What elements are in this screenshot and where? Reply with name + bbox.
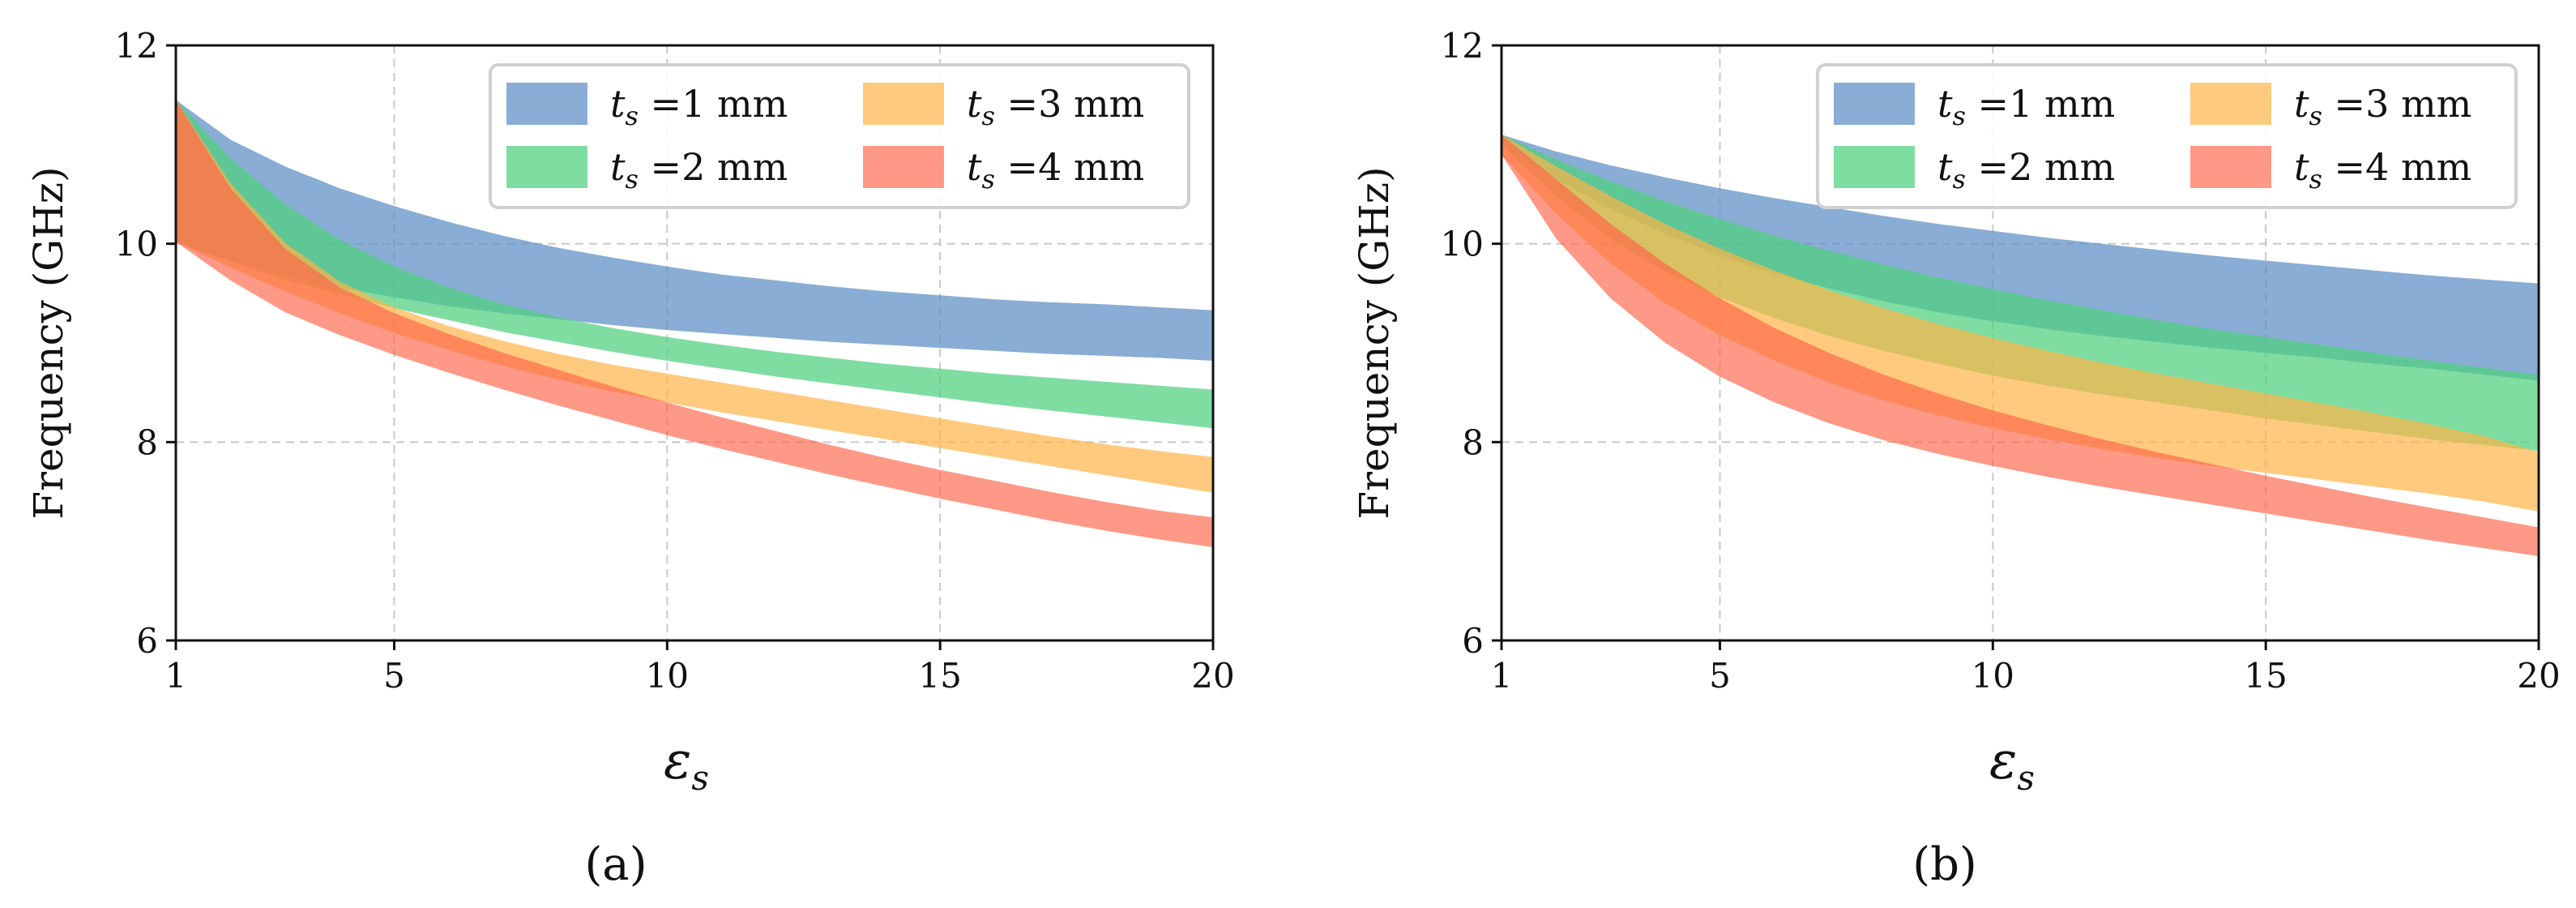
- legend-sub: s: [1953, 101, 1966, 131]
- legend-label-3: ts =3 mm: [967, 82, 1144, 131]
- legend-sub: s: [626, 164, 639, 195]
- series-band-2: [1502, 135, 2539, 452]
- legend-var: t: [2294, 145, 2309, 189]
- y-axis-label: Frequency (GHz): [25, 166, 72, 519]
- legend-swatch-4: [863, 146, 944, 188]
- x-tick-label-1: 5: [1709, 656, 1731, 696]
- legend-label-4: ts =4 mm: [2294, 145, 2471, 195]
- legend-swatch-2: [1834, 146, 1915, 188]
- legend-var: t: [1937, 82, 1953, 126]
- legend-sub: s: [1953, 164, 1966, 195]
- series-band-3: [176, 100, 1213, 493]
- legend-label-2: ts =2 mm: [610, 145, 788, 195]
- y-tick-label-3: 12: [1441, 26, 1484, 66]
- legend-sub: s: [2309, 101, 2322, 131]
- x-axis-subscript: s: [691, 758, 709, 798]
- x-tick-label-4: 20: [1191, 656, 1234, 696]
- y-axis-label: Frequency (GHz): [1351, 166, 1398, 519]
- y-tick-label-2: 10: [1441, 225, 1484, 264]
- y-tick-label-0: 6: [1462, 621, 1484, 661]
- y-tick-label-2: 10: [115, 225, 158, 264]
- y-tick-label-1: 8: [1462, 422, 1484, 462]
- series-band-3: [1502, 135, 2539, 512]
- plot-frame: [1500, 44, 2540, 642]
- x-axis-label: εs: [664, 731, 709, 798]
- x-tick-label-4: 20: [2517, 656, 2560, 696]
- legend-label-2: ts =2 mm: [1937, 145, 2115, 195]
- legend-var: t: [967, 82, 982, 126]
- legend-var: t: [610, 145, 626, 189]
- legend-label-3: ts =3 mm: [2294, 82, 2471, 131]
- legend-swatch-1: [1834, 83, 1915, 125]
- legend-value: =4 mm: [995, 145, 1144, 189]
- legend-var: t: [2294, 82, 2309, 126]
- x-axis-symbol: ε: [664, 731, 691, 791]
- legend-value: =2 mm: [1966, 145, 2115, 189]
- legend-sub: s: [982, 164, 995, 195]
- legend-swatch-4: [2190, 146, 2271, 188]
- legend-label-4: ts =4 mm: [967, 145, 1144, 195]
- legend-label-1: ts =1 mm: [610, 82, 788, 131]
- x-axis-subscript: s: [2017, 758, 2035, 798]
- legend-value: =1 mm: [1966, 82, 2115, 126]
- panel-caption: (a): [584, 838, 647, 891]
- legend-swatch-2: [506, 146, 587, 188]
- legend-value: =2 mm: [639, 145, 788, 189]
- x-tick-label-0: 1: [165, 656, 187, 696]
- legend-value: =3 mm: [995, 82, 1144, 126]
- legend-box: [489, 63, 1190, 209]
- y-tick-label-3: 12: [115, 26, 158, 66]
- x-axis-label: εs: [1989, 731, 2035, 798]
- legend-swatch-3: [863, 83, 944, 125]
- x-tick-label-0: 1: [1491, 656, 1513, 696]
- x-tick-label-1: 5: [383, 656, 405, 696]
- legend-swatch-1: [506, 83, 587, 125]
- y-tick-label-1: 8: [136, 422, 158, 462]
- legend-box: [1816, 63, 2518, 209]
- series-band-4: [176, 100, 1213, 548]
- legend-sub: s: [2309, 164, 2322, 195]
- legend-value: =3 mm: [2322, 82, 2471, 126]
- x-tick-label-2: 10: [646, 656, 689, 696]
- series-band-1: [1502, 135, 2539, 381]
- x-tick-label-2: 10: [1972, 656, 2014, 696]
- legend-var: t: [610, 82, 626, 126]
- series-band-4: [1502, 135, 2539, 557]
- x-tick-label-3: 15: [918, 656, 961, 696]
- x-tick-label-3: 15: [2244, 656, 2287, 696]
- series-band-2: [176, 100, 1213, 429]
- legend-var: t: [1937, 145, 1953, 189]
- legend-value: =4 mm: [2322, 145, 2471, 189]
- legend-swatch-3: [2190, 83, 2271, 125]
- plot-frame: [174, 44, 1215, 642]
- panel-caption: (b): [1912, 838, 1977, 891]
- legend-sub: s: [626, 101, 639, 131]
- legend-label-1: ts =1 mm: [1937, 82, 2115, 131]
- legend-sub: s: [982, 101, 995, 131]
- y-tick-label-0: 6: [136, 621, 158, 661]
- legend-var: t: [967, 145, 982, 189]
- x-axis-symbol: ε: [1989, 731, 2017, 791]
- legend-value: =1 mm: [639, 82, 788, 126]
